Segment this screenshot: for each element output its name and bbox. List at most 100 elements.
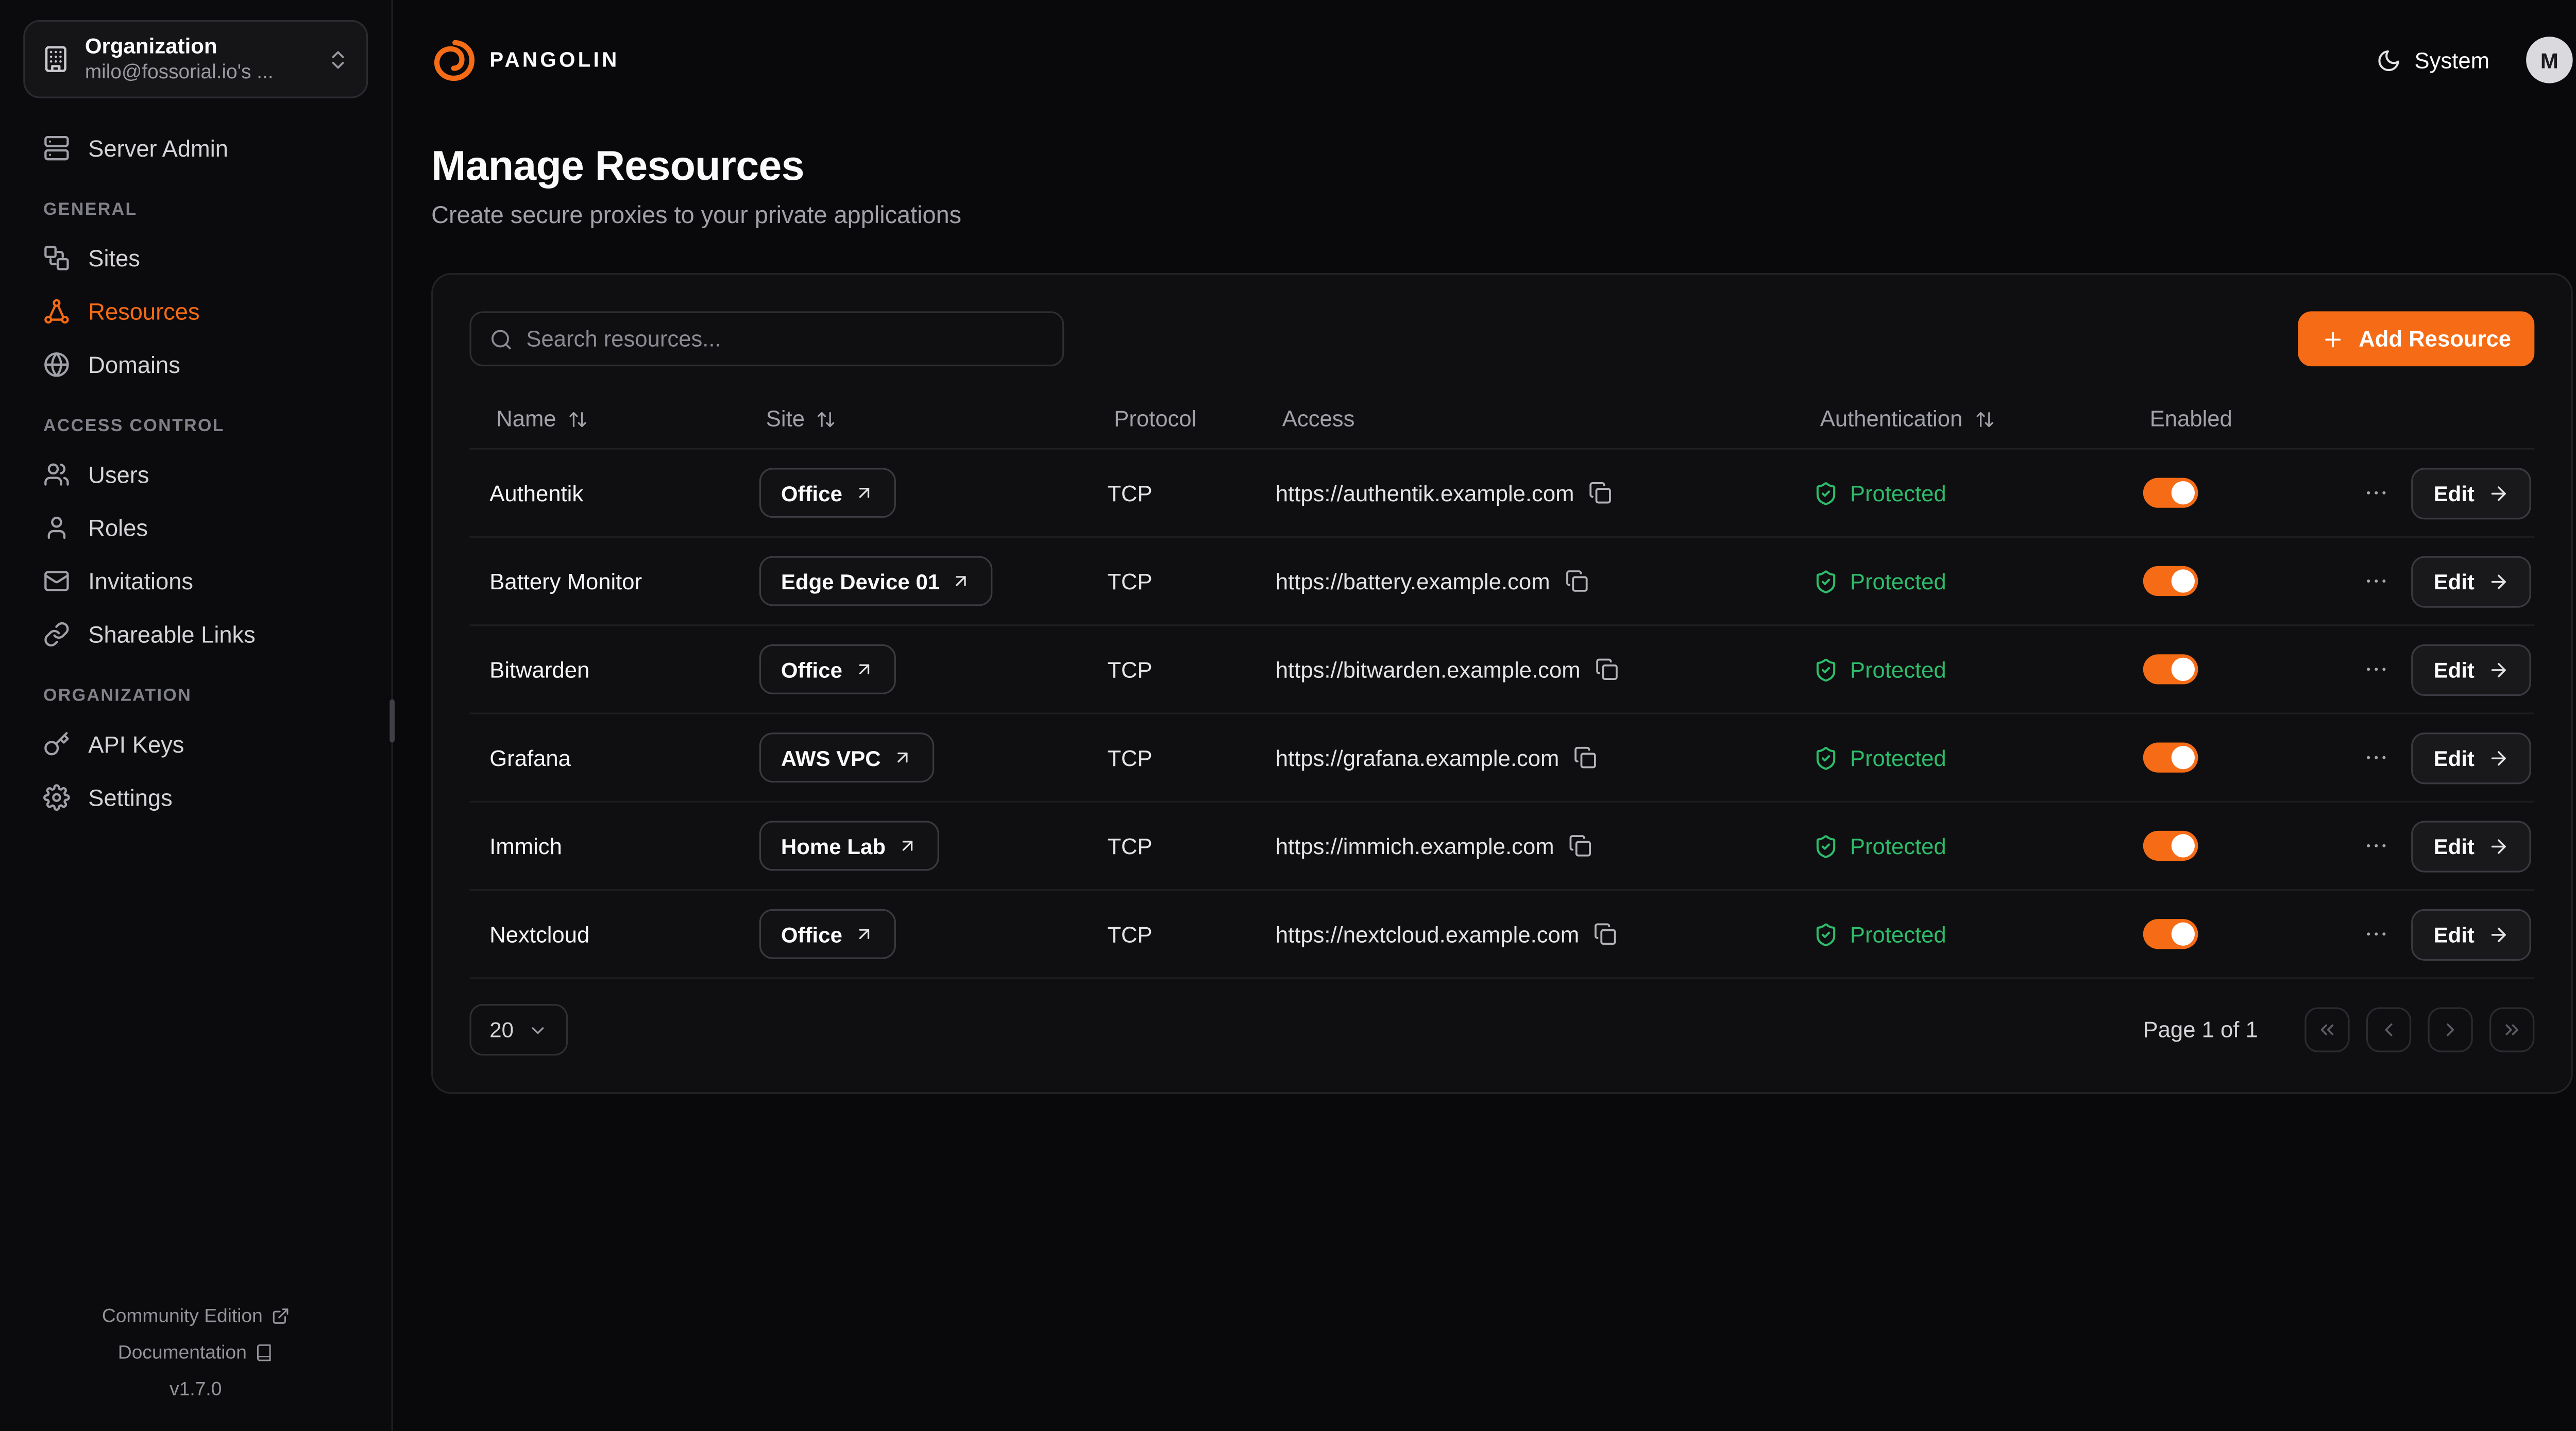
arrow-right-icon [2488, 570, 2510, 592]
ellipsis-icon [2364, 568, 2391, 594]
ellipsis-icon [2364, 832, 2391, 859]
sidebar-section-organization: ORGANIZATION [43, 686, 192, 707]
sidebar-item-users[interactable]: Users [23, 448, 368, 501]
sidebar-item-domains[interactable]: Domains [23, 338, 368, 391]
row-more-button[interactable] [2364, 480, 2391, 506]
chevron-left-icon [2378, 1019, 2399, 1041]
enabled-toggle[interactable] [2143, 478, 2198, 508]
row-more-button[interactable] [2364, 744, 2391, 771]
edit-button[interactable]: Edit [2412, 731, 2531, 783]
resource-name: Nextcloud [489, 921, 590, 947]
site-link-button[interactable]: Edge Device 01 [759, 556, 993, 606]
sidebar-item-roles[interactable]: Roles [23, 502, 368, 555]
resource-name: Grafana [489, 745, 571, 770]
site-link-button[interactable]: Office [759, 644, 896, 694]
site-name: Home Lab [781, 833, 886, 859]
enabled-toggle[interactable] [2143, 830, 2198, 861]
page-title: Manage Resources [431, 143, 804, 190]
page-subtitle: Create secure proxies to your private ap… [431, 203, 962, 230]
sidebar-resize-handle[interactable] [388, 699, 394, 743]
sidebar-item-api-keys[interactable]: API Keys [23, 718, 368, 771]
copy-icon [1569, 834, 1592, 857]
site-name: Office [781, 657, 842, 682]
edit-button[interactable]: Edit [2412, 908, 2531, 960]
table-row: Battery Monitor Edge Device 01 TCP https… [469, 538, 2535, 626]
arrow-right-icon [2488, 747, 2510, 769]
org-title: Organization [84, 33, 217, 59]
edit-button[interactable]: Edit [2412, 820, 2531, 872]
copy-icon [1594, 923, 1617, 946]
enabled-toggle[interactable] [2143, 919, 2198, 949]
main-content: PANGOLIN System M Manage Resources Creat… [393, 0, 2576, 1431]
toggle-knob [2171, 657, 2195, 681]
column-header-authentication[interactable]: Authentication [1793, 406, 2123, 431]
site-link-button[interactable]: Office [759, 468, 896, 518]
org-selector[interactable]: Organization milo@fossorial.io's ... [23, 20, 368, 99]
resource-protocol: TCP [1107, 568, 1153, 594]
edit-label: Edit [2433, 568, 2475, 594]
site-name: Edge Device 01 [781, 568, 940, 594]
column-header-name[interactable]: Name [469, 406, 739, 431]
add-resource-button[interactable]: Add Resource [2298, 311, 2535, 367]
search-input[interactable] [526, 326, 1044, 351]
next-page-button[interactable] [2428, 1007, 2473, 1052]
access-url: https://bitwarden.example.com [1275, 657, 1581, 682]
prev-page-button[interactable] [2366, 1007, 2412, 1052]
column-label: Name [496, 406, 556, 432]
copy-url-button[interactable] [1589, 481, 1613, 504]
sidebar-item-label: API Keys [88, 731, 184, 758]
ellipsis-icon [2364, 921, 2391, 947]
sidebar-item-settings[interactable]: Settings [23, 771, 368, 824]
copy-url-button[interactable] [1594, 923, 1617, 946]
auth-status: Protected [1850, 657, 1946, 682]
copy-url-button[interactable] [1565, 569, 1588, 592]
site-link-button[interactable]: Office [759, 909, 896, 959]
edit-button[interactable]: Edit [2412, 555, 2531, 607]
row-more-button[interactable] [2364, 832, 2391, 859]
top-right-controls: System M [2376, 37, 2573, 83]
ellipsis-icon [2364, 744, 2391, 771]
add-resource-label: Add Resource [2359, 326, 2512, 351]
sidebar-item-sites[interactable]: Sites [23, 232, 368, 285]
column-header-site[interactable]: Site [739, 406, 1088, 431]
arrow-up-right-icon [854, 483, 874, 503]
enabled-toggle[interactable] [2143, 566, 2198, 597]
org-subtitle: milo@fossorial.io's ... [84, 60, 274, 84]
copy-url-button[interactable] [1596, 658, 1619, 681]
edit-button[interactable]: Edit [2412, 467, 2531, 519]
sidebar-item-resources[interactable]: Resources [23, 285, 368, 338]
globe-icon [43, 352, 70, 379]
site-link-button[interactable]: Home Lab [759, 821, 939, 871]
resource-protocol: TCP [1107, 833, 1153, 859]
row-more-button[interactable] [2364, 921, 2391, 947]
theme-select[interactable]: System [2376, 47, 2489, 73]
documentation-link[interactable]: Documentation [23, 1335, 368, 1371]
row-more-button[interactable] [2364, 656, 2391, 683]
community-edition-link[interactable]: Community Edition [23, 1298, 368, 1334]
auth-status: Protected [1850, 745, 1946, 770]
sidebar-item-invitations[interactable]: Invitations [23, 555, 368, 608]
table-header: Name Site Protocol Access Authentication Enab… [469, 389, 2535, 450]
shield-check-icon [1814, 480, 1838, 505]
first-page-button[interactable] [2304, 1007, 2350, 1052]
sort-icon [817, 408, 837, 429]
user-avatar[interactable]: M [2526, 37, 2573, 83]
last-page-button[interactable] [2489, 1007, 2535, 1052]
sidebar-item-label: Domains [88, 351, 180, 379]
copy-url-button[interactable] [1569, 834, 1592, 857]
page-size-select[interactable]: 20 [469, 1003, 569, 1056]
row-more-button[interactable] [2364, 568, 2391, 594]
site-link-button[interactable]: AWS VPC [759, 732, 935, 783]
sidebar-item-server-admin[interactable]: Server Admin [23, 122, 368, 175]
edit-button[interactable]: Edit [2412, 643, 2531, 695]
access-url: https://authentik.example.com [1275, 480, 1574, 505]
enabled-toggle[interactable] [2143, 742, 2198, 773]
enabled-toggle[interactable] [2143, 654, 2198, 685]
ellipsis-icon [2364, 480, 2391, 506]
sidebar-item-shareable-links[interactable]: Shareable Links [23, 608, 368, 661]
sidebar: Organization milo@fossorial.io's ... Ser… [0, 0, 393, 1431]
access-url: https://battery.example.com [1275, 568, 1550, 594]
column-label: Protocol [1114, 406, 1197, 432]
copy-url-button[interactable] [1574, 746, 1597, 769]
top-bar: PANGOLIN System M [431, 0, 2573, 120]
